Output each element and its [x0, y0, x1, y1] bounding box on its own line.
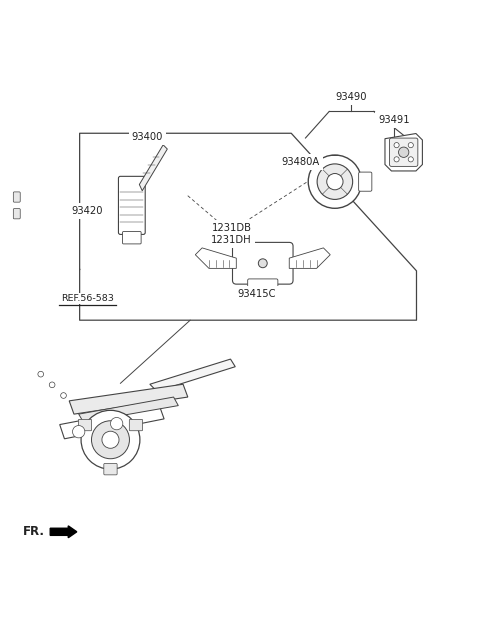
Circle shape — [394, 143, 399, 148]
Text: 93480A: 93480A — [282, 157, 320, 167]
FancyArrow shape — [50, 526, 77, 538]
Text: 93415C: 93415C — [237, 289, 276, 299]
FancyBboxPatch shape — [13, 192, 20, 202]
Polygon shape — [79, 397, 179, 422]
FancyBboxPatch shape — [129, 420, 143, 431]
Text: 1231DB: 1231DB — [212, 223, 252, 233]
Circle shape — [49, 382, 55, 387]
Polygon shape — [139, 145, 168, 191]
Text: 93400: 93400 — [132, 131, 163, 142]
Circle shape — [408, 157, 413, 162]
Polygon shape — [289, 248, 330, 269]
FancyBboxPatch shape — [122, 231, 141, 244]
FancyBboxPatch shape — [216, 223, 228, 244]
Circle shape — [81, 410, 140, 469]
Circle shape — [408, 143, 413, 148]
FancyBboxPatch shape — [390, 138, 418, 167]
Polygon shape — [69, 384, 188, 414]
FancyBboxPatch shape — [248, 279, 278, 291]
Circle shape — [394, 157, 399, 162]
Circle shape — [72, 426, 85, 438]
Circle shape — [92, 421, 130, 459]
Circle shape — [38, 371, 44, 377]
Text: 1231DH: 1231DH — [211, 235, 252, 245]
FancyBboxPatch shape — [232, 242, 293, 284]
Text: 93491: 93491 — [378, 115, 410, 125]
Polygon shape — [150, 359, 235, 391]
Circle shape — [60, 392, 66, 398]
Polygon shape — [195, 248, 236, 269]
Polygon shape — [385, 133, 422, 171]
Circle shape — [308, 155, 361, 208]
Circle shape — [398, 147, 409, 157]
Text: 93420: 93420 — [72, 206, 103, 216]
Circle shape — [317, 164, 353, 199]
Text: 93490: 93490 — [336, 92, 367, 102]
FancyBboxPatch shape — [104, 464, 117, 475]
Circle shape — [327, 174, 343, 190]
FancyBboxPatch shape — [13, 209, 20, 219]
Polygon shape — [60, 406, 164, 439]
Text: REF.56-583: REF.56-583 — [61, 294, 114, 303]
Circle shape — [258, 259, 267, 268]
Circle shape — [102, 431, 119, 448]
FancyBboxPatch shape — [119, 176, 145, 235]
Text: FR.: FR. — [23, 525, 45, 538]
FancyBboxPatch shape — [359, 172, 372, 191]
FancyBboxPatch shape — [78, 420, 92, 431]
Circle shape — [110, 418, 123, 430]
